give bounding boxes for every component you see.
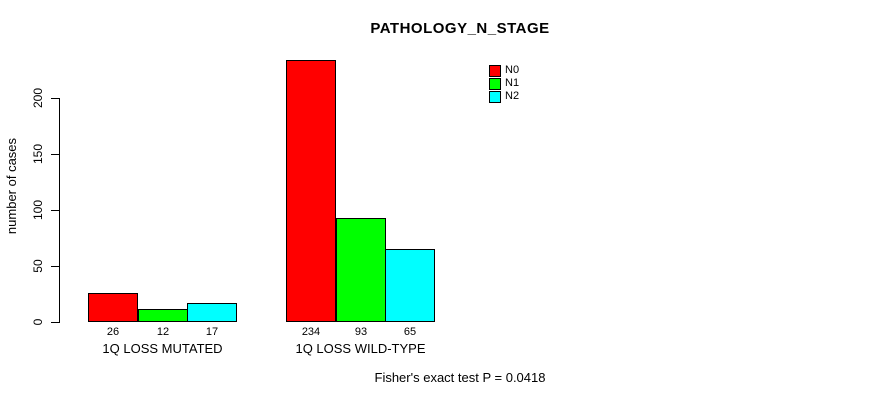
y-tick-mark [51, 322, 59, 323]
y-tick-label: 100 [31, 199, 45, 221]
legend-label-n1: N1 [505, 77, 520, 89]
legend-swatch-n0 [489, 65, 501, 77]
bar-n0-group0 [88, 293, 138, 322]
y-tick-label: 0 [31, 318, 45, 326]
bar-n1-group1 [336, 218, 386, 322]
bar-n2-group0 [187, 303, 237, 322]
bar-value-label: 26 [106, 326, 120, 338]
bar-value-label: 12 [156, 326, 170, 338]
y-axis-line [59, 98, 60, 323]
footnote: Fisher's exact test P = 0.0418 [374, 370, 546, 385]
legend-label-n0: N0 [505, 64, 520, 76]
bar-value-label: 65 [403, 326, 417, 338]
bar-n0-group1 [286, 60, 336, 322]
legend-label-n2: N2 [505, 90, 520, 102]
category-label-wild-type: 1Q LOSS WILD-TYPE [295, 341, 426, 356]
y-axis-label: number of cases [4, 137, 19, 235]
chart-title: PATHOLOGY_N_STAGE [370, 20, 550, 37]
legend-swatch-n1 [489, 78, 501, 90]
y-tick-label: 150 [31, 143, 45, 165]
legend-swatch-n2 [489, 91, 501, 103]
y-tick-mark [51, 154, 59, 155]
bar-n1-group0 [138, 309, 188, 322]
bar-value-label: 17 [205, 326, 219, 338]
y-tick-label: 200 [31, 87, 45, 109]
y-tick-mark [51, 210, 59, 211]
y-tick-mark [51, 98, 59, 99]
bar-n2-group1 [385, 249, 435, 322]
bar-value-label: 93 [354, 326, 368, 338]
category-label-mutated: 1Q LOSS MUTATED [102, 341, 223, 356]
bar-value-label: 234 [301, 326, 321, 338]
y-tick-label: 50 [31, 259, 45, 273]
y-tick-mark [51, 266, 59, 267]
